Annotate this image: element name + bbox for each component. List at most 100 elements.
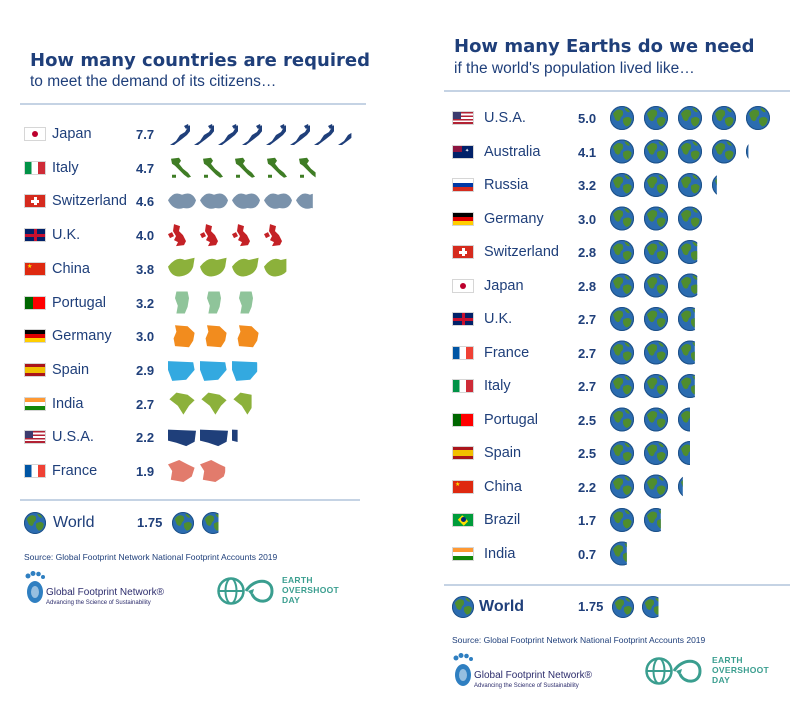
right-row-spain: Spain — [452, 439, 521, 467]
right-row-germany: Germany — [452, 205, 544, 233]
left-icon-usa — [200, 429, 228, 447]
earth-icon — [712, 106, 736, 130]
right-title: How many Earths do we need — [454, 36, 755, 57]
overshoot-day-logo — [217, 577, 274, 605]
left-row-france: France — [24, 457, 97, 485]
left-icon-japan — [266, 124, 286, 145]
right-eod-line2: OVERSHOOT — [712, 665, 770, 675]
left-eod-text: EARTH OVERSHOOT DAY — [282, 575, 339, 605]
left-value-label: 4.7 — [136, 160, 155, 176]
world-earth-icon — [202, 512, 219, 534]
earth-icon — [644, 139, 668, 164]
right-row-japan: Japan — [452, 272, 524, 300]
flag-spain-icon — [452, 446, 474, 460]
gfn-footprint-logo — [25, 571, 45, 603]
left-row-spain: Spain — [24, 356, 89, 384]
left-row-germany: Germany — [24, 322, 112, 350]
left-icon-portugal — [271, 292, 285, 314]
left-icon-switzerland — [296, 193, 313, 209]
left-icon-india — [201, 392, 227, 415]
left-country-name: U.K. — [52, 227, 81, 244]
left-world-value: 1.75 — [137, 515, 163, 530]
left-icon-spain — [232, 361, 258, 381]
left-icon-china — [232, 257, 259, 277]
left-icon-portugal — [206, 291, 221, 314]
left-eod-line2: OVERSHOOT — [282, 585, 340, 595]
left-icon-japan — [338, 132, 352, 145]
left-value-label: 2.2 — [136, 430, 155, 446]
right-value-label: 2.2 — [578, 479, 597, 495]
left-icon-uk — [264, 224, 282, 247]
left-icon-uk — [200, 224, 218, 247]
right-world-earths — [612, 596, 659, 618]
right-world-label: World — [479, 598, 525, 615]
flag-italy-icon — [452, 379, 474, 393]
flag-india-icon — [24, 396, 46, 411]
earth-icon — [610, 508, 634, 532]
left-world-row: World — [24, 509, 95, 537]
left-value-label: 7.7 — [136, 127, 155, 142]
flag-switzerland-icon — [24, 194, 46, 209]
left-value-label: 1.9 — [136, 464, 155, 479]
earth-icon — [678, 106, 702, 130]
left-gfn-name: Global Footprint Network® — [46, 587, 164, 598]
earth-icon — [644, 307, 668, 331]
earth-icon — [746, 144, 749, 159]
right-row-russia: Russia — [452, 171, 528, 199]
left-icon-japan — [290, 124, 310, 145]
left-value-label: 4.0 — [136, 228, 155, 244]
left-icon-germany — [173, 325, 195, 348]
left-row-japan: Japan — [24, 120, 92, 148]
earth-icon — [678, 441, 690, 465]
right-country-name: Italy — [484, 378, 511, 394]
right-value-label: 5.0 — [578, 111, 597, 126]
earth-icon — [678, 307, 695, 331]
gfn-footprint-logo — [453, 653, 473, 686]
right-row-switzerland: Switzerland — [452, 238, 559, 266]
left-country-name: France — [52, 463, 98, 479]
left-icon-china — [168, 257, 195, 277]
flag-japan-icon — [24, 127, 46, 141]
earths-needed-panel: How many Earths do we need if the world'… — [444, 28, 794, 704]
earth-icon — [610, 407, 634, 432]
right-country-name: Spain — [484, 445, 522, 461]
right-country-name: Brazil — [484, 512, 521, 528]
left-icon-uk — [168, 224, 186, 247]
right-country-name: India — [484, 545, 516, 562]
left-icon-germany — [205, 325, 227, 348]
flag-italy-icon — [24, 160, 46, 175]
earth-icon — [678, 206, 702, 231]
right-row-portugal: Portugal — [452, 406, 538, 434]
earth-icon — [610, 273, 634, 298]
left-icon-portugal — [174, 291, 189, 314]
flag-spain-icon — [24, 362, 46, 377]
earth-icon — [610, 340, 634, 365]
world-earth-icon — [24, 512, 46, 534]
right-row-usa: U.S.A. — [452, 104, 526, 132]
left-country-name: China — [52, 260, 90, 277]
flag-japan-icon — [452, 278, 474, 293]
flag-usa-icon — [452, 111, 474, 125]
right-row-uk: U.K. — [452, 305, 512, 333]
right-row-brazil: Brazil — [452, 506, 520, 534]
earth-icon — [644, 173, 668, 197]
flag-australia-icon: ✦ — [452, 144, 474, 159]
left-icon-india — [233, 392, 252, 415]
right-country-name: Germany — [484, 210, 544, 227]
left-row-switzerland: Switzerland — [24, 187, 127, 215]
earth-icon — [644, 474, 668, 499]
earth-icon — [678, 139, 702, 164]
left-row-usa: U.S.A. — [24, 423, 94, 451]
earth-icon — [678, 407, 690, 432]
right-value-label: 2.8 — [578, 245, 597, 260]
right-country-name: U.S.A. — [484, 110, 526, 126]
earth-icon — [644, 441, 668, 465]
left-country-name: Spain — [52, 361, 90, 378]
flag-france-icon — [24, 464, 46, 478]
earth-icon — [678, 340, 695, 365]
flag-usa-icon — [24, 430, 46, 445]
earth-icon — [678, 476, 683, 497]
countries-required-panel: How many countries are required to meet … — [20, 40, 370, 660]
right-country-name: China — [484, 478, 522, 495]
right-country-name: U.K. — [484, 311, 513, 327]
